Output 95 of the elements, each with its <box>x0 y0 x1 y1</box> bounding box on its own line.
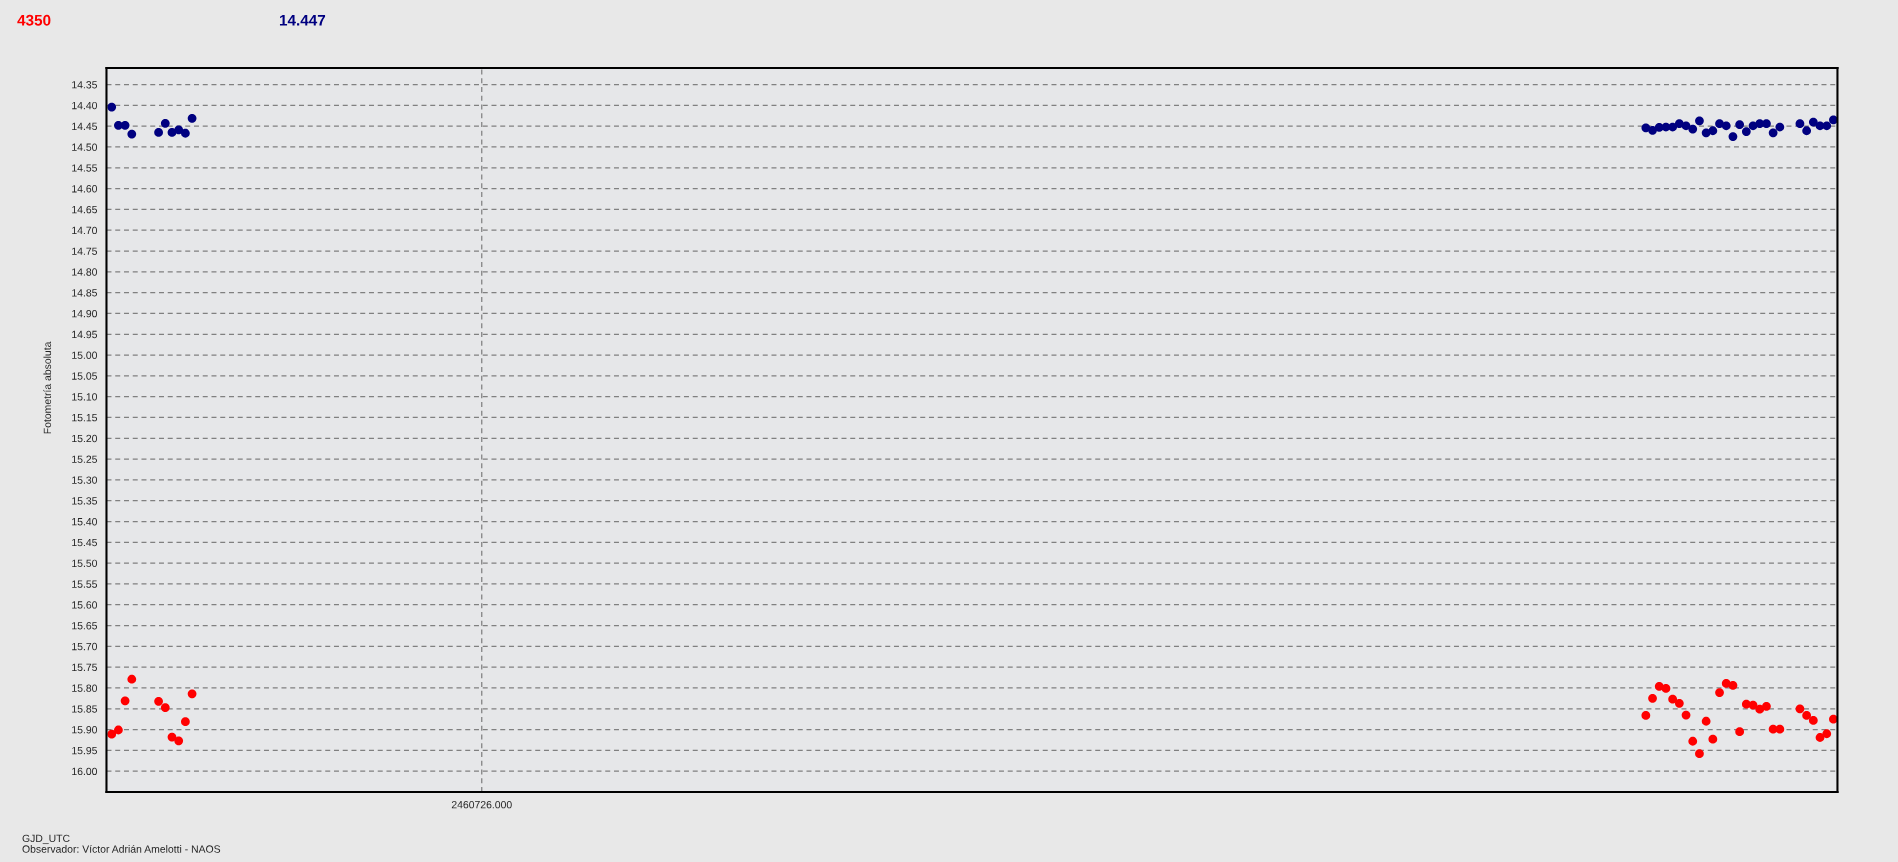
point <box>1681 710 1691 720</box>
point <box>1674 698 1684 708</box>
point <box>1681 121 1691 131</box>
y-tick-label: 15.90 <box>72 726 98 734</box>
point <box>1775 724 1785 734</box>
y-tick-label: 15.70 <box>72 642 98 651</box>
point <box>1708 734 1718 744</box>
point <box>127 129 137 139</box>
point <box>1795 704 1805 714</box>
point <box>1641 711 1651 720</box>
point <box>114 725 123 735</box>
point <box>1715 688 1724 697</box>
point <box>181 717 190 727</box>
point <box>154 128 163 137</box>
y-tick-label: 15.15 <box>72 414 98 422</box>
y-tick-label: 15.40 <box>72 518 98 526</box>
y-tick-label: 15.60 <box>72 601 98 609</box>
point <box>1728 681 1738 690</box>
y-tick-label: 14.95 <box>72 330 98 339</box>
point <box>160 703 170 712</box>
y-tick-label: 15.65 <box>72 622 98 630</box>
point <box>1688 736 1698 746</box>
y-tick-label: 16.00 <box>72 767 98 776</box>
point <box>1802 711 1812 720</box>
point <box>1815 733 1825 742</box>
y-tick-label: 14.55 <box>72 164 98 172</box>
point <box>1701 716 1711 726</box>
y-tick-label: 15.45 <box>72 538 98 547</box>
y-tick-label: 15.95 <box>72 746 98 755</box>
point <box>1728 132 1738 141</box>
y-tick-label: 14.70 <box>72 226 98 235</box>
y-axis-title: Fotometría absoluta <box>43 341 52 434</box>
point <box>107 729 117 739</box>
point <box>1808 716 1818 725</box>
y-tick-label: 15.30 <box>72 476 98 484</box>
point <box>1762 701 1771 711</box>
y-tick-label: 14.60 <box>72 185 98 193</box>
y-tick-label: 15.10 <box>72 393 98 401</box>
point <box>1708 126 1718 136</box>
point <box>1822 729 1832 739</box>
text: 4350 <box>17 14 51 26</box>
x-axis-title: GJD_UTC <box>22 834 70 845</box>
point <box>1661 684 1671 693</box>
y-tick-label: 14.75 <box>72 247 98 255</box>
point <box>107 102 117 112</box>
y-tick-label: 15.35 <box>72 497 98 505</box>
point <box>187 689 197 699</box>
y-tick-label: 15.55 <box>72 580 98 588</box>
y-tick-label: 15.05 <box>72 372 98 380</box>
point <box>1721 121 1731 131</box>
y-tick-label: 15.20 <box>72 434 98 443</box>
point <box>120 696 130 706</box>
point <box>1715 119 1724 129</box>
point <box>174 736 184 746</box>
point <box>1808 117 1818 127</box>
point <box>1668 694 1678 704</box>
y-tick-label: 15.00 <box>72 351 98 359</box>
point <box>1695 749 1704 759</box>
point <box>1648 125 1657 135</box>
y-tick-label: 14.80 <box>72 268 98 276</box>
y-tick-label: 14.90 <box>72 309 98 318</box>
point <box>1802 126 1812 136</box>
y-tick-label: 14.65 <box>72 205 98 214</box>
point <box>1768 128 1778 138</box>
y-tick-label: 14.85 <box>72 289 98 297</box>
point <box>1688 124 1698 134</box>
point <box>1735 727 1745 737</box>
point <box>160 118 170 128</box>
point <box>1741 127 1751 136</box>
y-tick-label: 15.75 <box>72 663 98 672</box>
y-tick-label: 15.25 <box>72 455 98 463</box>
y-tick-label: 15.50 <box>72 559 98 568</box>
point <box>127 674 137 684</box>
point <box>1755 704 1765 714</box>
point <box>1795 119 1805 129</box>
point <box>181 128 190 138</box>
text: Observador: Víctor Adrián Amelotti - NAOS <box>22 844 221 853</box>
point <box>1735 120 1745 129</box>
text: 14.447 <box>279 14 326 26</box>
point <box>1822 121 1832 131</box>
y-tick-label: 14.45 <box>72 122 98 131</box>
point <box>1648 693 1657 703</box>
y-tick-label: 14.35 <box>72 81 98 89</box>
point <box>1695 116 1704 126</box>
y-tick-label: 15.85 <box>72 705 98 713</box>
point <box>167 128 177 137</box>
point <box>187 113 197 123</box>
point <box>1775 122 1785 132</box>
text: 2460726.000 <box>451 800 512 809</box>
point <box>120 120 130 130</box>
y-tick-label: 14.50 <box>72 143 98 151</box>
point <box>154 696 163 706</box>
y-tick-label: 14.40 <box>72 101 98 110</box>
point <box>1762 119 1771 129</box>
y-tick-label: 15.80 <box>72 684 98 692</box>
